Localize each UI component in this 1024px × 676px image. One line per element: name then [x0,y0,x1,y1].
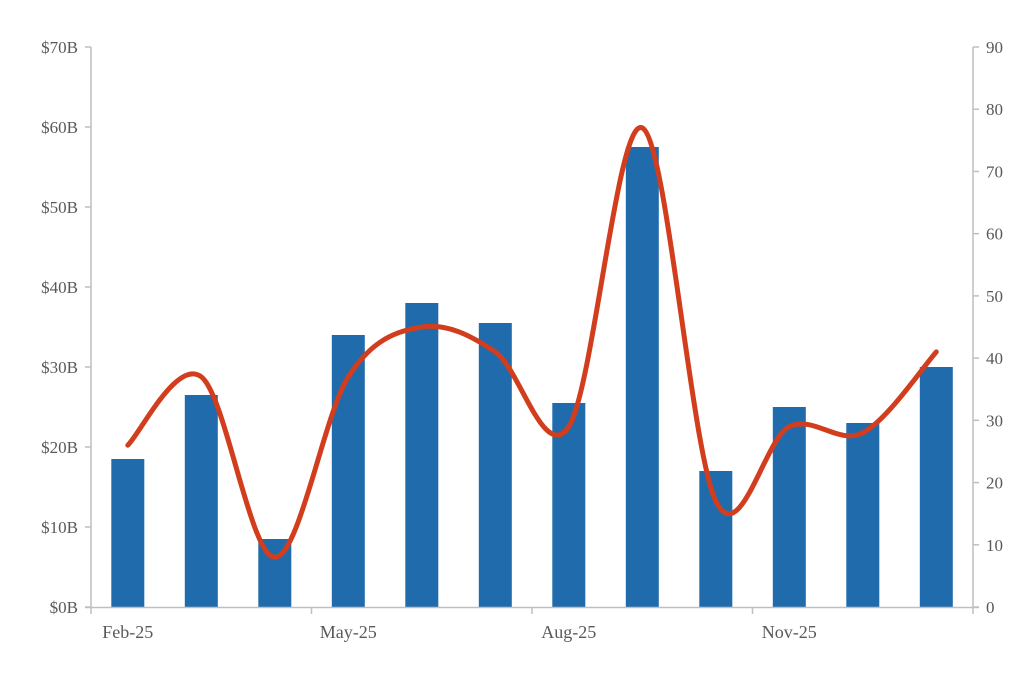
left-axis-tick-label: $70B [41,38,78,57]
trend-line [125,125,939,560]
left-axis-tick-label: $60B [41,118,78,137]
right-axis-tick-label: 30 [986,411,1003,430]
right-axis-tick-label: 40 [986,349,1003,368]
left-axis-tick-label: $50B [41,198,78,217]
right-axis-tick-label: 0 [986,598,995,617]
left-axis-tick-label: $10B [41,518,78,537]
bar-Jul-25 [478,323,512,607]
bar-Jun-25 [405,303,439,607]
left-axis-tick-label: $0B [50,598,78,617]
bar-Jan-26 [919,367,953,607]
x-axis-label: May-25 [320,622,377,642]
right-axis-tick-label: 90 [986,38,1003,57]
right-axis-tick-label: 80 [986,100,1003,119]
right-axis-tick-label: 70 [986,162,1003,181]
bar-Oct-25 [699,471,733,607]
bar-Mar-25 [184,395,218,607]
bar-Sep-25 [625,147,659,607]
right-axis-tick-label: 50 [986,287,1003,306]
bar-Feb-25 [111,459,145,607]
left-axis-tick-label: $30B [41,358,78,377]
left-axis-tick-label: $20B [41,438,78,457]
bar-Dec-25 [846,423,880,607]
left-axis-tick-label: $40B [41,278,78,297]
right-axis-tick-label: 60 [986,225,1003,244]
x-axis-label: Feb-25 [102,622,153,642]
right-axis-tick-label: 10 [986,536,1003,555]
x-axis-label: Nov-25 [762,622,817,642]
right-axis-tick-label: 20 [986,474,1003,493]
x-axis-label: Aug-25 [541,622,596,642]
